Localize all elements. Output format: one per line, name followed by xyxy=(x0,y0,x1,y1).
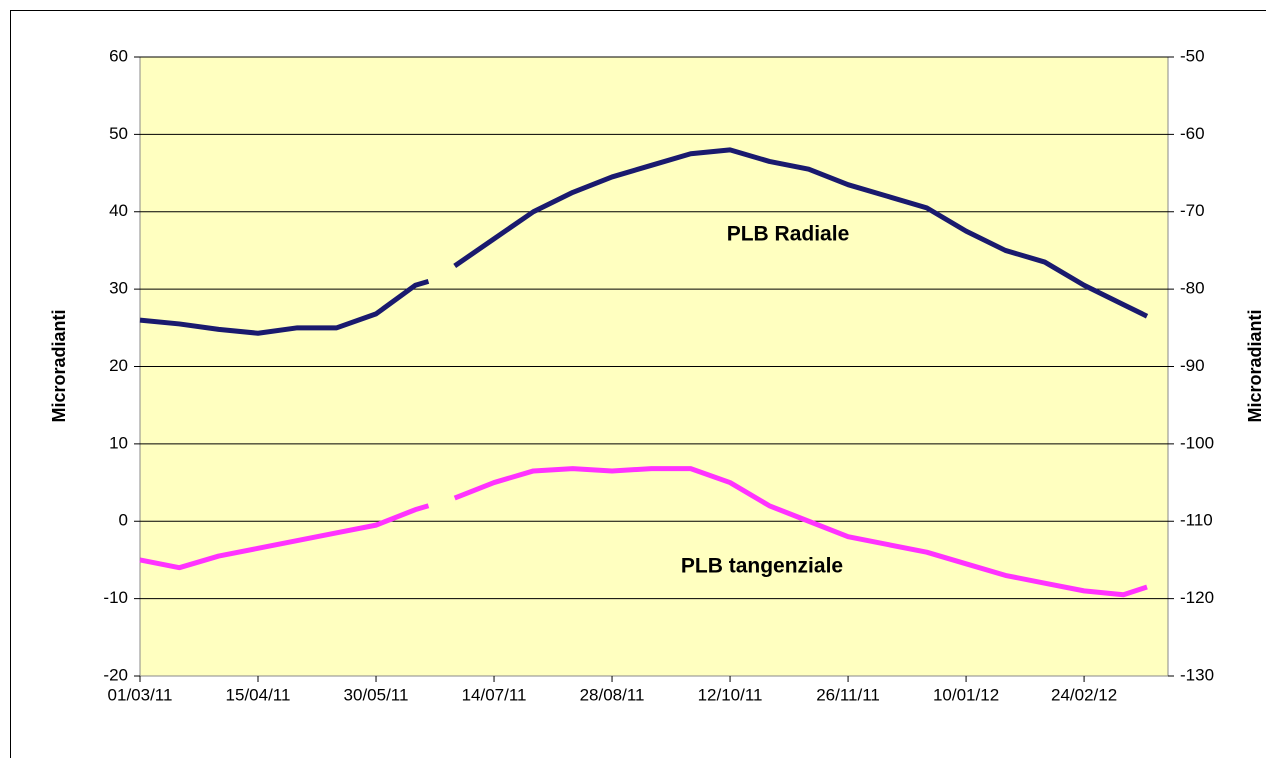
y-tick-label: -20 xyxy=(103,665,128,684)
x-tick-label: 10/01/12 xyxy=(933,685,999,704)
y-tick-label: 30 xyxy=(109,279,128,298)
annotation: PLB tangenziale xyxy=(681,555,843,578)
x-tick-label: 01/03/11 xyxy=(108,685,173,704)
y2-tick-label: -50 xyxy=(1180,46,1205,65)
series-line xyxy=(453,147,1149,319)
x-tick-label: 28/08/11 xyxy=(580,685,645,704)
y-tick-label: 10 xyxy=(109,433,128,452)
y2-tick-label: -130 xyxy=(1180,665,1214,684)
x-tick-label: 12/10/11 xyxy=(698,685,763,704)
annotation: PLB Radiale xyxy=(727,223,850,246)
series-line xyxy=(139,278,430,336)
y-tick-label: 50 xyxy=(109,124,128,143)
series-line xyxy=(453,466,1148,598)
y2-tick-label: -90 xyxy=(1180,356,1205,375)
y-tick-label: 0 xyxy=(119,511,128,530)
y-tick-label: 20 xyxy=(109,356,128,375)
x-tick-label: 26/11/11 xyxy=(816,685,880,704)
y-tick-label: 60 xyxy=(109,46,128,65)
x-tick-label: 24/02/12 xyxy=(1051,685,1117,704)
x-tick-label: 15/04/11 xyxy=(226,685,291,704)
series-line xyxy=(139,503,430,571)
y-tick-label: 40 xyxy=(109,201,128,220)
y2-tick-label: -110 xyxy=(1180,511,1213,530)
y2-axis-label: Microradianti xyxy=(1245,309,1265,422)
y2-tick-label: -100 xyxy=(1180,433,1214,452)
y-axis-label: Microradianti xyxy=(49,309,69,422)
y2-tick-label: -80 xyxy=(1180,279,1205,298)
x-tick-label: 14/07/11 xyxy=(462,685,527,704)
y-tick-label: -10 xyxy=(103,588,128,607)
x-tick-label: 30/05/11 xyxy=(344,685,409,704)
y2-tick-label: -60 xyxy=(1180,124,1205,143)
y2-tick-label: -70 xyxy=(1180,201,1205,220)
y2-tick-label: -120 xyxy=(1180,588,1214,607)
